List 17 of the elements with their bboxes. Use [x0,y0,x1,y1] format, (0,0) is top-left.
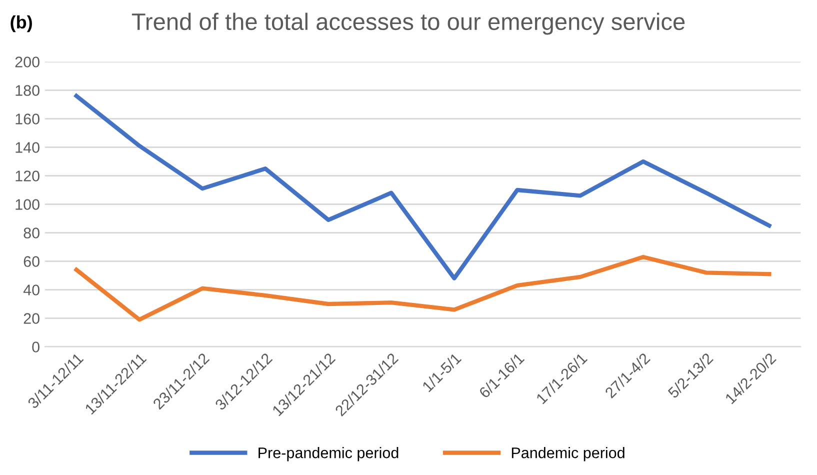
y-tick-label: 20 [24,313,40,324]
y-tick-label: 100 [16,199,40,210]
y-tick-label: 180 [16,85,40,96]
legend-label: Pre-pandemic period [258,447,398,462]
y-tick-label: 80 [24,228,40,238]
y-tick-label: 40 [23,284,40,296]
text: (b) [10,15,32,32]
y-tick-label: 120 [16,170,40,182]
y-tick-label: 60 [24,256,40,267]
legend-label: Pandemic period [512,447,624,462]
chart-title: Trend of the total accesses to our emergency service [132,12,685,35]
y-tick-label: 160 [16,114,40,124]
line-series [74,94,772,280]
y-tick-label: 200 [15,56,40,68]
y-tick-label: 140 [16,142,40,153]
line-series [74,254,772,322]
y-tick-label: 0 [32,342,40,352]
